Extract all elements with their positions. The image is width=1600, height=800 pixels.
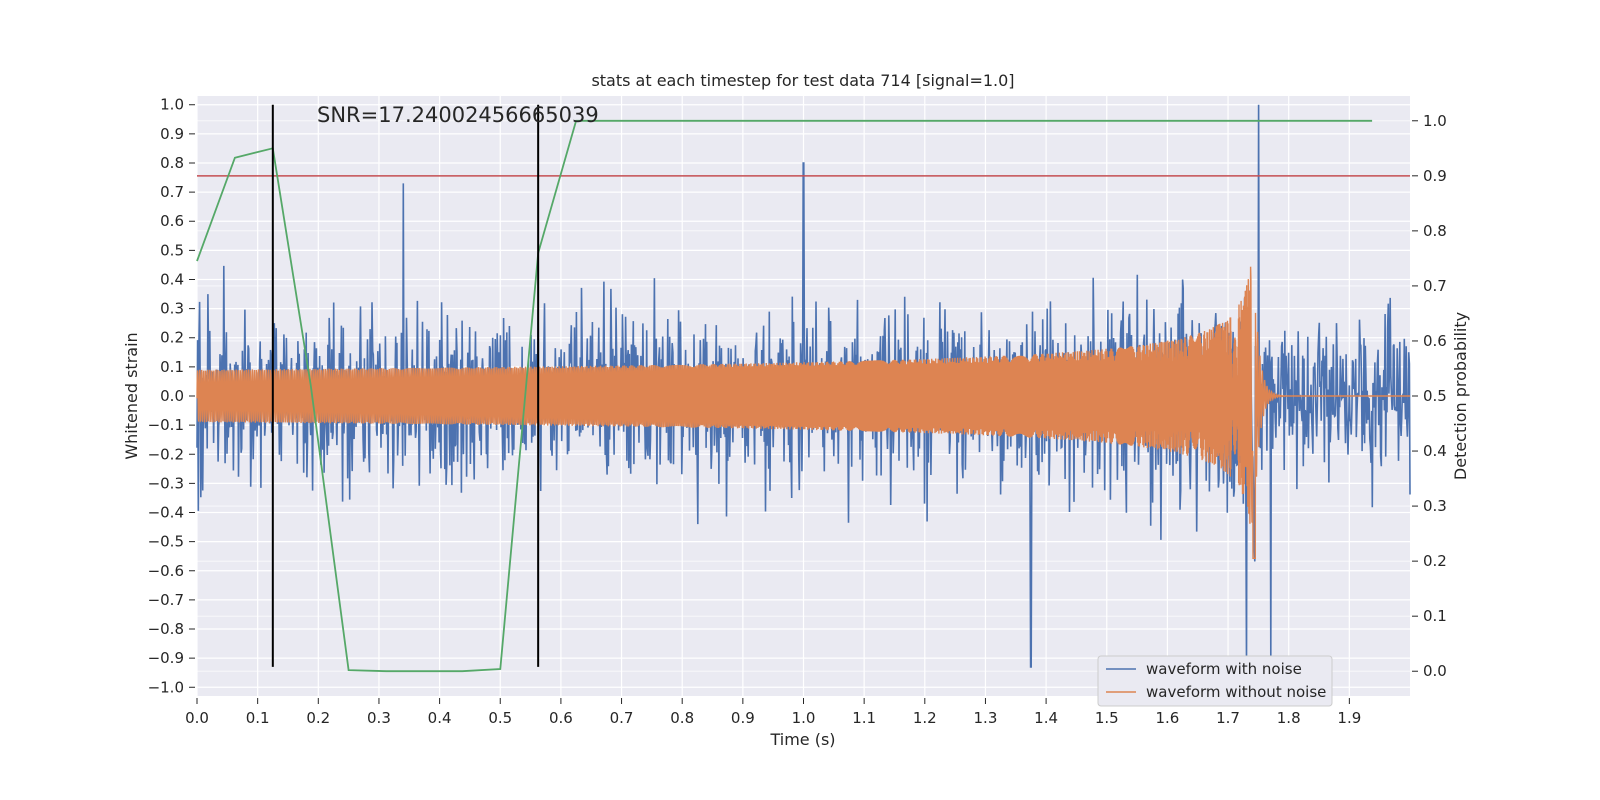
- y-tick-label: 0.3: [160, 300, 184, 318]
- legend-label-noise: waveform with noise: [1146, 660, 1302, 678]
- y2-tick-label: 1.0: [1423, 112, 1447, 130]
- y-tick-label: 0.1: [160, 358, 184, 376]
- x-tick-label: 0.6: [549, 709, 573, 727]
- y-tick-label: 0.0: [160, 387, 184, 405]
- y-tick-label: 0.4: [160, 270, 184, 288]
- y2-tick-label: 0.7: [1423, 277, 1447, 295]
- tick-labels: 1.0 0.9 0.8 0.7 0.6 0.5 0.4 0.3 0.2 0.1 0.0 −0.1 −0.…: [148, 96, 1447, 727]
- y-tick-label: −0.8: [148, 620, 184, 638]
- x-tick-label: 1.3: [974, 709, 998, 727]
- y-tick-label: 0.9: [160, 125, 184, 143]
- legend-label-clean: waveform without noise: [1146, 683, 1326, 701]
- y-tick-label: −1.0: [148, 678, 184, 696]
- y-tick-label: −0.1: [148, 416, 184, 434]
- legend: waveform with noise waveform without noi…: [1097, 655, 1333, 707]
- x-tick-label: 1.6: [1155, 709, 1179, 727]
- x-tick-label: 1.7: [1216, 709, 1240, 727]
- y2-tick-label: 0.0: [1423, 662, 1447, 680]
- x-tick-label: 1.0: [792, 709, 816, 727]
- x-tick-label: 0.5: [488, 709, 512, 727]
- x-tick-label: 0.4: [428, 709, 452, 727]
- y2-axis-label: Detection probability: [1451, 312, 1470, 480]
- y-tick-label: −0.4: [148, 504, 184, 522]
- x-tick-label: 1.2: [913, 709, 937, 727]
- y-axis-label: Whitened strain: [122, 332, 141, 459]
- chart-title: stats at each timestep for test data 714…: [591, 71, 1014, 90]
- x-tick-label: 1.4: [1034, 709, 1058, 727]
- y2-tick-label: 0.4: [1423, 442, 1447, 460]
- x-tick-label: 1.1: [852, 709, 876, 727]
- plot-marks: [196, 104, 1411, 673]
- y-tick-label: 0.5: [160, 241, 184, 259]
- y2-tick-label: 0.9: [1423, 167, 1447, 185]
- y-tick-label: 0.6: [160, 212, 184, 230]
- y-tick-label: −0.5: [148, 533, 184, 551]
- x-tick-label: 1.5: [1095, 709, 1119, 727]
- y2-tick-label: 0.2: [1423, 552, 1447, 570]
- y-tick-label: −0.6: [148, 562, 184, 580]
- series-line-detection-probability: [196, 119, 1373, 673]
- y2-tick-label: 0.5: [1423, 387, 1447, 405]
- y2-tick-label: 0.1: [1423, 607, 1447, 625]
- legend-box: [1097, 655, 1333, 707]
- series-line-waveform-without-noise: [196, 266, 1410, 559]
- y-tick-label: 0.7: [160, 183, 184, 201]
- y2-tick-label: 0.6: [1423, 332, 1447, 350]
- x-tick-label: 1.8: [1277, 709, 1301, 727]
- y-tick-label: −0.9: [148, 649, 184, 667]
- x-tick-label: 0.3: [367, 709, 391, 727]
- x-tick-label: 0.1: [246, 709, 270, 727]
- x-tick-label: 0.0: [185, 709, 209, 727]
- x-tick-label: 1.9: [1337, 709, 1361, 727]
- y-tick-label: 0.2: [160, 329, 184, 347]
- y-tick-label: 1.0: [160, 96, 184, 114]
- y2-tick-label: 0.8: [1423, 222, 1447, 240]
- y-tick-label: −0.2: [148, 445, 184, 463]
- x-axis-label: Time (s): [769, 730, 835, 749]
- y-tick-label: 0.8: [160, 154, 184, 172]
- x-tick-label: 0.8: [670, 709, 694, 727]
- y-tick-label: −0.3: [148, 474, 184, 492]
- x-tick-label: 0.2: [306, 709, 330, 727]
- x-tick-label: 0.9: [731, 709, 755, 727]
- x-tick-label: 0.7: [610, 709, 634, 727]
- y2-tick-label: 0.3: [1423, 497, 1447, 515]
- y-tick-label: −0.7: [148, 591, 184, 609]
- snr-annotation: SNR=17.24002456665039: [317, 103, 599, 127]
